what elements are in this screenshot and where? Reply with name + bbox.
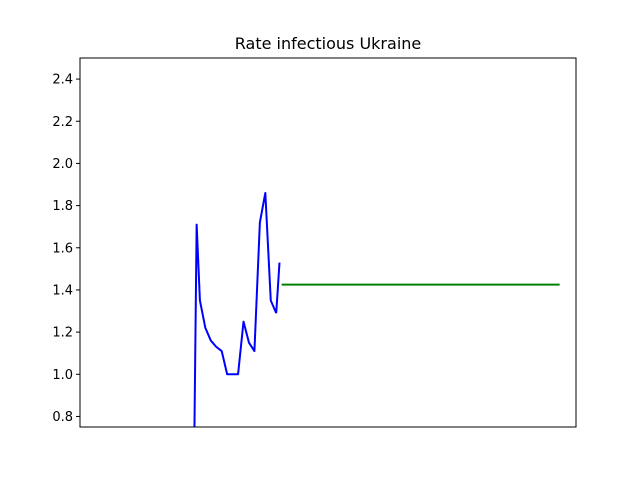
y-tick-label: 0.8 <box>52 410 73 425</box>
y-tick-label: 2.2 <box>52 115 73 130</box>
series-line-0 <box>193 191 278 427</box>
y-axis-ticks: 0.8 1.0 1.2 1.4 1.6 1.8 2.0 2.2 2.4 <box>52 73 80 425</box>
y-tick-label: 1.2 <box>52 326 73 341</box>
y-tick-label: 1.4 <box>52 283 73 298</box>
y-tick-label: 1.6 <box>52 241 73 256</box>
y-tick-label: 2.4 <box>52 73 73 88</box>
y-tick-label: 2.0 <box>52 157 73 172</box>
y-tick-label: 1.8 <box>52 199 73 214</box>
y-tick-label: 1.0 <box>52 368 73 383</box>
plot-frame <box>79 57 577 428</box>
chart-title: Rate infectious Ukraine <box>235 34 422 53</box>
series-line-1 <box>275 262 281 314</box>
series-layer <box>193 191 560 427</box>
